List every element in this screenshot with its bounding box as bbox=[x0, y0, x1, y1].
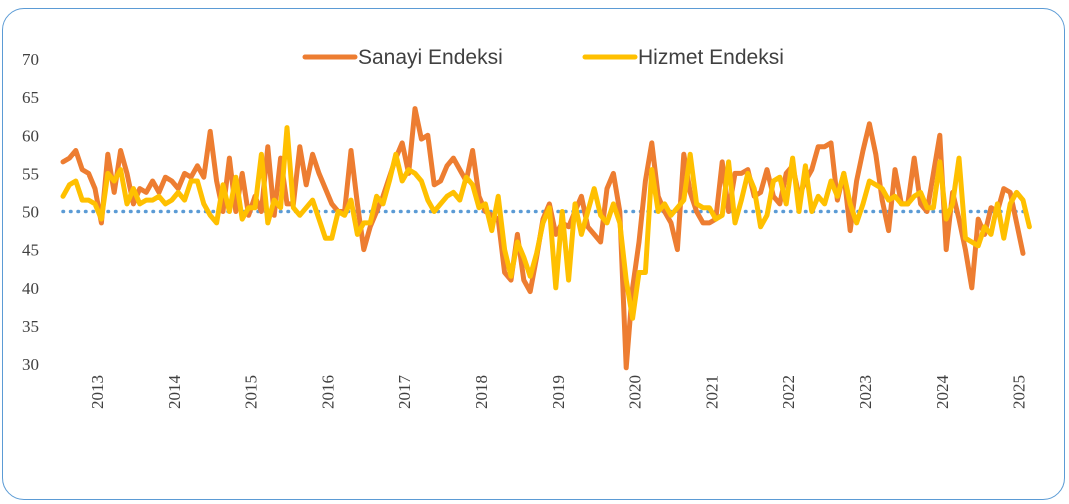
x-tick-label: 2016 bbox=[318, 375, 337, 409]
y-tick-label: 30 bbox=[22, 355, 39, 374]
series-line-sanayi bbox=[60, 106, 1026, 371]
x-tick-label: 2021 bbox=[702, 375, 721, 409]
x-tick-label: 2014 bbox=[165, 375, 184, 410]
y-tick-label: 50 bbox=[22, 203, 39, 222]
x-tick-label: 2025 bbox=[1010, 375, 1029, 409]
x-tick-label: 2019 bbox=[549, 375, 568, 409]
y-tick-label: 65 bbox=[22, 88, 39, 107]
y-axis: 30 35 40 45 50 55 60 65 70 bbox=[22, 50, 39, 374]
x-tick-label: 2023 bbox=[856, 375, 875, 409]
legend: Sanayi Endeksi Hizmet Endeksi bbox=[302, 46, 784, 69]
y-tick-label: 60 bbox=[22, 126, 39, 145]
legend-label-sanayi: Sanayi Endeksi bbox=[358, 46, 503, 69]
x-tick-label: 2018 bbox=[472, 375, 491, 409]
x-tick-label: 2024 bbox=[933, 375, 952, 410]
chart-frame bbox=[2, 8, 1065, 500]
x-tick-label: 2013 bbox=[88, 375, 107, 409]
x-tick-label: 2022 bbox=[779, 375, 798, 409]
x-tick-label: 2015 bbox=[242, 375, 261, 409]
series-line-hizmet bbox=[60, 125, 1032, 321]
x-axis: 2013 2014 2015 2016 2017 2018 2019 2020 2021 2022… bbox=[88, 375, 1029, 410]
x-tick-label: 2017 bbox=[395, 375, 414, 410]
y-tick-label: 55 bbox=[22, 164, 39, 183]
y-tick-label: 45 bbox=[22, 241, 39, 260]
series-group bbox=[60, 106, 1032, 371]
y-tick-label: 70 bbox=[22, 50, 39, 69]
legend-label-hizmet: Hizmet Endeksi bbox=[638, 46, 784, 69]
y-tick-label: 35 bbox=[22, 317, 39, 336]
y-tick-label: 40 bbox=[22, 279, 39, 298]
x-tick-label: 2020 bbox=[626, 375, 645, 409]
